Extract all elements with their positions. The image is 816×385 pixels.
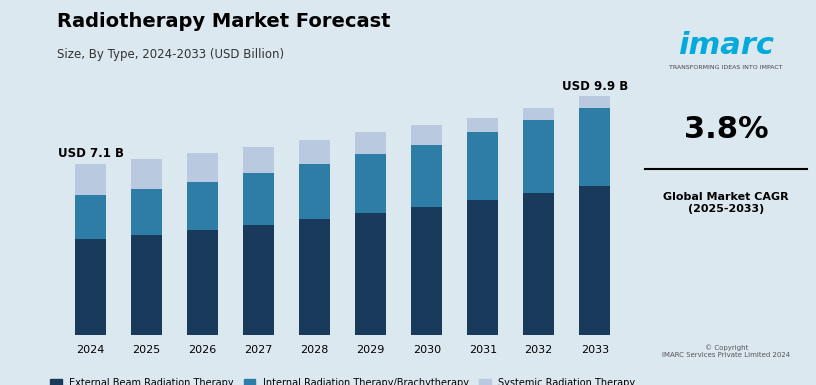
Bar bbox=[131, 159, 162, 189]
Bar bbox=[523, 108, 554, 121]
Bar bbox=[299, 140, 330, 164]
Bar bbox=[523, 193, 554, 335]
Bar bbox=[299, 219, 330, 335]
Bar bbox=[579, 96, 610, 108]
Bar bbox=[523, 121, 554, 193]
Text: Global Market CAGR
(2025-2033): Global Market CAGR (2025-2033) bbox=[663, 192, 789, 214]
Bar bbox=[299, 164, 330, 219]
Text: 3.8%: 3.8% bbox=[684, 116, 769, 144]
Text: © Copyright
IMARC Services Private Limited 2024: © Copyright IMARC Services Private Limit… bbox=[662, 344, 791, 358]
Text: USD 9.9 B: USD 9.9 B bbox=[561, 80, 628, 92]
Bar bbox=[579, 108, 610, 186]
Text: imarc: imarc bbox=[678, 31, 774, 60]
Bar bbox=[243, 174, 274, 225]
Bar bbox=[131, 189, 162, 235]
Bar bbox=[355, 154, 386, 213]
Bar bbox=[188, 230, 218, 335]
Legend: External Beam Radiation Therapy, Internal Radiation Therapy/Brachytherapy, Syste: External Beam Radiation Therapy, Interna… bbox=[45, 373, 641, 385]
Bar bbox=[411, 125, 442, 144]
Bar bbox=[355, 213, 386, 335]
Bar bbox=[188, 182, 218, 230]
Bar bbox=[468, 200, 498, 335]
Bar bbox=[75, 195, 106, 239]
Bar bbox=[411, 207, 442, 335]
Bar bbox=[131, 235, 162, 335]
Bar bbox=[579, 186, 610, 335]
Bar bbox=[468, 118, 498, 132]
Bar bbox=[75, 239, 106, 335]
Bar bbox=[188, 153, 218, 182]
Text: Size, By Type, 2024-2033 (USD Billion): Size, By Type, 2024-2033 (USD Billion) bbox=[57, 48, 284, 61]
Bar bbox=[243, 147, 274, 174]
Text: TRANSFORMING IDEAS INTO IMPACT: TRANSFORMING IDEAS INTO IMPACT bbox=[669, 65, 783, 70]
Text: USD 7.1 B: USD 7.1 B bbox=[58, 147, 124, 160]
Text: Radiotherapy Market Forecast: Radiotherapy Market Forecast bbox=[57, 12, 391, 30]
Bar bbox=[243, 225, 274, 335]
Bar bbox=[355, 132, 386, 154]
Bar bbox=[411, 144, 442, 207]
Bar bbox=[75, 164, 106, 195]
Bar bbox=[468, 132, 498, 200]
